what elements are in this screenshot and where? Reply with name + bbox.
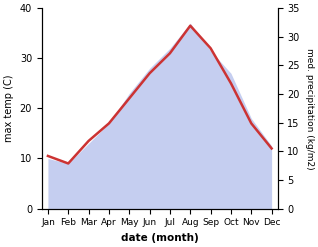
X-axis label: date (month): date (month) [121, 233, 199, 243]
Y-axis label: max temp (C): max temp (C) [4, 75, 14, 142]
Y-axis label: med. precipitation (kg/m2): med. precipitation (kg/m2) [305, 48, 314, 169]
